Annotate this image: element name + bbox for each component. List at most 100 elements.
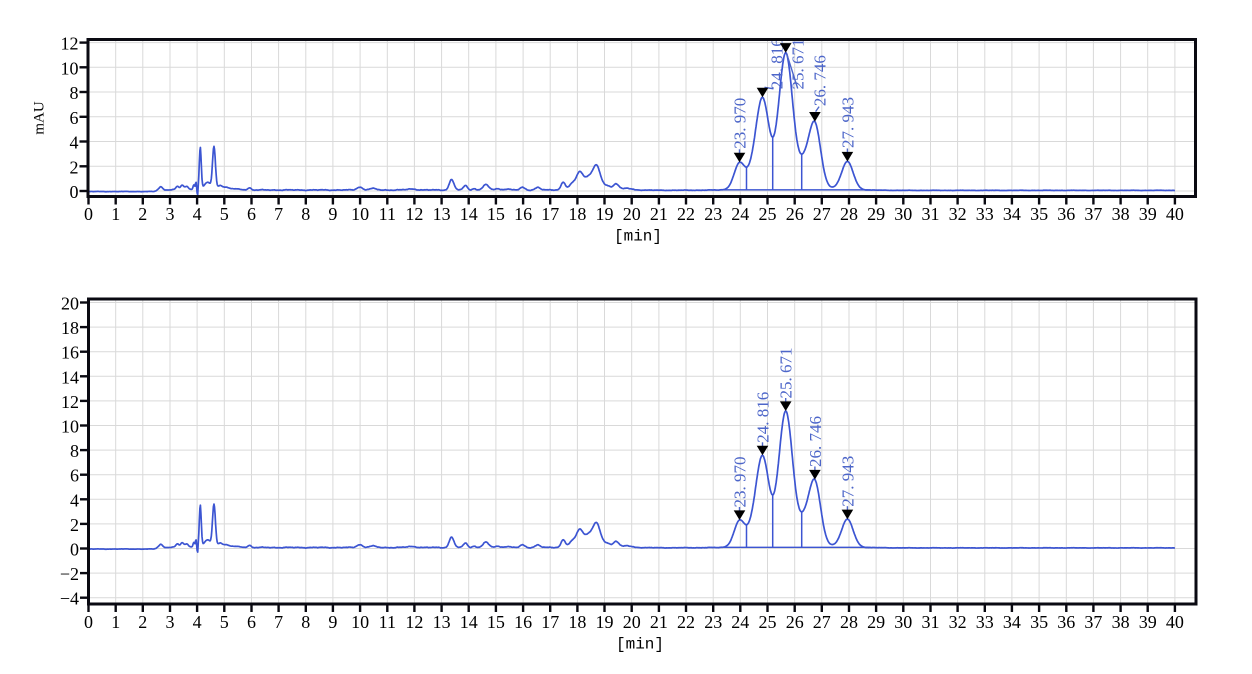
svg-text:4: 4	[70, 133, 79, 153]
svg-text:22: 22	[677, 612, 695, 632]
svg-text:15: 15	[487, 204, 505, 224]
svg-text:5: 5	[220, 612, 229, 632]
svg-text:5: 5	[220, 204, 229, 224]
svg-text:27. 943: 27. 943	[838, 97, 857, 148]
svg-text:39: 39	[1139, 612, 1157, 632]
svg-text:28: 28	[840, 204, 858, 224]
svg-text:2: 2	[70, 515, 79, 535]
svg-text:37: 37	[1084, 612, 1102, 632]
svg-text:35: 35	[1030, 612, 1048, 632]
svg-text:6: 6	[70, 108, 79, 128]
svg-text:26: 26	[786, 612, 804, 632]
svg-text:19: 19	[596, 612, 614, 632]
svg-text:29: 29	[867, 612, 885, 632]
svg-text:4: 4	[70, 490, 79, 510]
svg-text:37: 37	[1084, 204, 1102, 224]
svg-text:25: 25	[759, 612, 777, 632]
svg-text:20: 20	[61, 294, 79, 314]
svg-text:−2: −2	[60, 564, 79, 584]
svg-text:17: 17	[541, 612, 559, 632]
svg-text:8: 8	[301, 612, 310, 632]
svg-text:24: 24	[731, 612, 749, 632]
svg-text:23: 23	[704, 204, 722, 224]
svg-text:25: 25	[759, 204, 777, 224]
svg-text:0: 0	[70, 540, 79, 560]
svg-text:−4: −4	[60, 589, 79, 609]
svg-text:4: 4	[193, 204, 202, 224]
svg-text:24. 816: 24. 816	[767, 38, 786, 89]
svg-text:7: 7	[274, 612, 283, 632]
svg-text:20: 20	[623, 204, 641, 224]
svg-text:9: 9	[328, 612, 337, 632]
svg-text:0: 0	[84, 612, 93, 632]
svg-text:27: 27	[813, 204, 831, 224]
svg-text:23. 970: 23. 970	[730, 98, 749, 149]
svg-text:24: 24	[731, 204, 749, 224]
svg-text:35: 35	[1030, 204, 1048, 224]
svg-text:40: 40	[1166, 612, 1184, 632]
svg-text:25. 671: 25. 671	[777, 348, 796, 399]
svg-text:8: 8	[301, 204, 310, 224]
svg-text:33: 33	[976, 612, 994, 632]
svg-text:[min]: [min]	[614, 228, 662, 246]
svg-text:36: 36	[1057, 204, 1075, 224]
svg-text:22: 22	[677, 204, 695, 224]
svg-text:10: 10	[61, 417, 79, 437]
svg-text:13: 13	[433, 204, 451, 224]
svg-text:34: 34	[1003, 612, 1021, 632]
svg-text:15: 15	[487, 612, 505, 632]
svg-text:12: 12	[61, 392, 79, 412]
svg-text:19: 19	[596, 204, 614, 224]
svg-text:8: 8	[70, 441, 79, 461]
svg-text:mAU: mAU	[32, 101, 48, 135]
svg-text:21: 21	[650, 204, 668, 224]
svg-text:23. 970: 23. 970	[730, 457, 749, 508]
svg-text:16: 16	[61, 343, 79, 363]
svg-text:0: 0	[84, 204, 93, 224]
svg-text:27: 27	[813, 612, 831, 632]
svg-text:16: 16	[514, 204, 532, 224]
svg-text:38: 38	[1112, 204, 1130, 224]
svg-text:30: 30	[894, 612, 912, 632]
svg-text:39: 39	[1139, 204, 1157, 224]
svg-text:11: 11	[379, 612, 396, 632]
svg-text:26. 746: 26. 746	[810, 55, 829, 106]
svg-text:12: 12	[405, 204, 423, 224]
svg-text:6: 6	[247, 612, 256, 632]
svg-text:10: 10	[61, 58, 79, 78]
svg-text:25. 671: 25. 671	[789, 39, 808, 90]
svg-text:26: 26	[786, 204, 804, 224]
svg-text:3: 3	[166, 612, 175, 632]
svg-text:32: 32	[949, 612, 967, 632]
svg-text:12: 12	[61, 34, 79, 54]
svg-text:27. 943: 27. 943	[838, 456, 857, 507]
svg-text:26. 746: 26. 746	[806, 416, 825, 467]
svg-text:2: 2	[138, 612, 147, 632]
svg-text:6: 6	[247, 204, 256, 224]
svg-text:20: 20	[623, 612, 641, 632]
svg-text:2: 2	[70, 157, 79, 177]
svg-text:7: 7	[274, 204, 283, 224]
svg-text:33: 33	[976, 204, 994, 224]
svg-text:12: 12	[405, 612, 423, 632]
svg-text:21: 21	[650, 612, 668, 632]
svg-text:8: 8	[70, 83, 79, 103]
svg-text:4: 4	[193, 612, 202, 632]
svg-text:31: 31	[922, 204, 940, 224]
svg-text:36: 36	[1057, 612, 1075, 632]
svg-text:2: 2	[138, 204, 147, 224]
svg-text:16: 16	[514, 612, 532, 632]
svg-text:10: 10	[351, 204, 369, 224]
svg-text:38: 38	[1112, 612, 1130, 632]
svg-text:13: 13	[433, 612, 451, 632]
svg-text:3: 3	[166, 204, 175, 224]
svg-text:6: 6	[70, 466, 79, 486]
svg-text:40: 40	[1166, 204, 1184, 224]
svg-text:11: 11	[379, 204, 396, 224]
svg-text:18: 18	[568, 612, 586, 632]
svg-text:9: 9	[328, 204, 337, 224]
svg-text:10: 10	[351, 612, 369, 632]
svg-text:14: 14	[460, 204, 478, 224]
svg-text:0: 0	[70, 182, 79, 202]
svg-text:32: 32	[949, 204, 967, 224]
